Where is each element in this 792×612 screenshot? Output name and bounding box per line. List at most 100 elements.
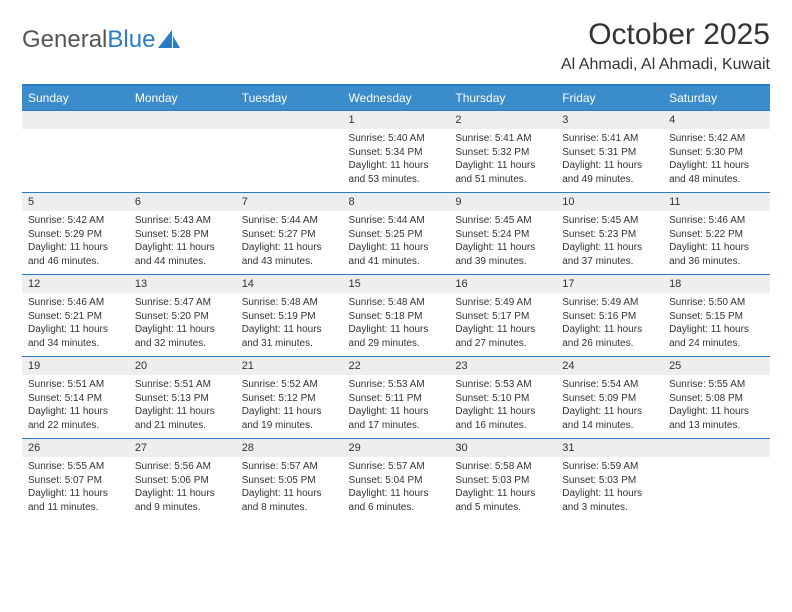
daylight-text: Daylight: 11 hours and 26 minutes. <box>562 323 657 350</box>
daylight-text: Daylight: 11 hours and 36 minutes. <box>669 241 764 268</box>
day-number: 8 <box>343 193 450 212</box>
daylight-text: Daylight: 11 hours and 3 minutes. <box>562 487 657 514</box>
day-number: 4 <box>663 111 770 130</box>
day-cell: Sunrise: 5:51 AMSunset: 5:14 PMDaylight:… <box>22 375 129 439</box>
day-cell: Sunrise: 5:54 AMSunset: 5:09 PMDaylight:… <box>556 375 663 439</box>
sunset-text: Sunset: 5:20 PM <box>135 310 230 324</box>
day-number: 1 <box>343 111 450 130</box>
day-cell: Sunrise: 5:49 AMSunset: 5:16 PMDaylight:… <box>556 293 663 357</box>
sunset-text: Sunset: 5:16 PM <box>562 310 657 324</box>
day-cell: Sunrise: 5:47 AMSunset: 5:20 PMDaylight:… <box>129 293 236 357</box>
sunrise-text: Sunrise: 5:42 AM <box>28 214 123 228</box>
day-cell: Sunrise: 5:57 AMSunset: 5:05 PMDaylight:… <box>236 457 343 520</box>
day-number: 29 <box>343 439 450 458</box>
logo-sail-icon <box>158 30 180 48</box>
day-cell <box>663 457 770 520</box>
daylight-text: Daylight: 11 hours and 9 minutes. <box>135 487 230 514</box>
logo-text-blue: Blue <box>107 26 155 54</box>
daylight-text: Daylight: 11 hours and 43 minutes. <box>242 241 337 268</box>
daylight-text: Daylight: 11 hours and 34 minutes. <box>28 323 123 350</box>
sunrise-text: Sunrise: 5:50 AM <box>669 296 764 310</box>
day-number: 30 <box>449 439 556 458</box>
sunset-text: Sunset: 5:09 PM <box>562 392 657 406</box>
day-number: 14 <box>236 275 343 294</box>
sunrise-text: Sunrise: 5:51 AM <box>135 378 230 392</box>
daylight-text: Daylight: 11 hours and 51 minutes. <box>455 159 550 186</box>
sunset-text: Sunset: 5:31 PM <box>562 146 657 160</box>
sunset-text: Sunset: 5:28 PM <box>135 228 230 242</box>
day-cell: Sunrise: 5:43 AMSunset: 5:28 PMDaylight:… <box>129 211 236 275</box>
sunrise-text: Sunrise: 5:53 AM <box>349 378 444 392</box>
sunrise-text: Sunrise: 5:41 AM <box>562 132 657 146</box>
daylight-text: Daylight: 11 hours and 22 minutes. <box>28 405 123 432</box>
location: Al Ahmadi, Al Ahmadi, Kuwait <box>561 56 770 74</box>
sunrise-text: Sunrise: 5:48 AM <box>242 296 337 310</box>
day-number: 28 <box>236 439 343 458</box>
day-cell: Sunrise: 5:45 AMSunset: 5:24 PMDaylight:… <box>449 211 556 275</box>
content-row: Sunrise: 5:42 AMSunset: 5:29 PMDaylight:… <box>22 211 770 275</box>
sunrise-text: Sunrise: 5:54 AM <box>562 378 657 392</box>
daylight-text: Daylight: 11 hours and 49 minutes. <box>562 159 657 186</box>
day-cell: Sunrise: 5:46 AMSunset: 5:21 PMDaylight:… <box>22 293 129 357</box>
daynum-row: 19202122232425 <box>22 357 770 376</box>
content-row: Sunrise: 5:46 AMSunset: 5:21 PMDaylight:… <box>22 293 770 357</box>
sunset-text: Sunset: 5:03 PM <box>455 474 550 488</box>
day-cell: Sunrise: 5:53 AMSunset: 5:11 PMDaylight:… <box>343 375 450 439</box>
day-number <box>663 439 770 458</box>
day-cell: Sunrise: 5:50 AMSunset: 5:15 PMDaylight:… <box>663 293 770 357</box>
day-cell: Sunrise: 5:48 AMSunset: 5:18 PMDaylight:… <box>343 293 450 357</box>
day-cell <box>22 129 129 193</box>
day-header: Tuesday <box>236 85 343 111</box>
daylight-text: Daylight: 11 hours and 44 minutes. <box>135 241 230 268</box>
daylight-text: Daylight: 11 hours and 46 minutes. <box>28 241 123 268</box>
day-number <box>22 111 129 130</box>
sunset-text: Sunset: 5:23 PM <box>562 228 657 242</box>
logo-text-gray: General <box>22 26 107 54</box>
day-header: Monday <box>129 85 236 111</box>
day-cell: Sunrise: 5:55 AMSunset: 5:08 PMDaylight:… <box>663 375 770 439</box>
sunrise-text: Sunrise: 5:43 AM <box>135 214 230 228</box>
day-cell: Sunrise: 5:48 AMSunset: 5:19 PMDaylight:… <box>236 293 343 357</box>
sunrise-text: Sunrise: 5:53 AM <box>455 378 550 392</box>
day-number: 3 <box>556 111 663 130</box>
day-cell: Sunrise: 5:52 AMSunset: 5:12 PMDaylight:… <box>236 375 343 439</box>
day-number <box>236 111 343 130</box>
day-cell <box>129 129 236 193</box>
sunrise-text: Sunrise: 5:44 AM <box>349 214 444 228</box>
daylight-text: Daylight: 11 hours and 37 minutes. <box>562 241 657 268</box>
sunset-text: Sunset: 5:24 PM <box>455 228 550 242</box>
day-number: 11 <box>663 193 770 212</box>
day-number: 2 <box>449 111 556 130</box>
sunrise-text: Sunrise: 5:47 AM <box>135 296 230 310</box>
day-number: 9 <box>449 193 556 212</box>
day-header: Thursday <box>449 85 556 111</box>
day-cell: Sunrise: 5:57 AMSunset: 5:04 PMDaylight:… <box>343 457 450 520</box>
sunset-text: Sunset: 5:07 PM <box>28 474 123 488</box>
day-number: 13 <box>129 275 236 294</box>
day-number <box>129 111 236 130</box>
daylight-text: Daylight: 11 hours and 31 minutes. <box>242 323 337 350</box>
sunset-text: Sunset: 5:11 PM <box>349 392 444 406</box>
day-header: Saturday <box>663 85 770 111</box>
day-cell: Sunrise: 5:41 AMSunset: 5:32 PMDaylight:… <box>449 129 556 193</box>
day-cell: Sunrise: 5:49 AMSunset: 5:17 PMDaylight:… <box>449 293 556 357</box>
day-header-row: Sunday Monday Tuesday Wednesday Thursday… <box>22 85 770 111</box>
day-cell: Sunrise: 5:42 AMSunset: 5:30 PMDaylight:… <box>663 129 770 193</box>
sunrise-text: Sunrise: 5:49 AM <box>562 296 657 310</box>
day-number: 12 <box>22 275 129 294</box>
content-row: Sunrise: 5:40 AMSunset: 5:34 PMDaylight:… <box>22 129 770 193</box>
day-header: Friday <box>556 85 663 111</box>
daynum-row: 262728293031 <box>22 439 770 458</box>
content-row: Sunrise: 5:55 AMSunset: 5:07 PM Daylight:… <box>22 457 770 520</box>
sunrise-text: Sunrise: 5:48 AM <box>349 296 444 310</box>
sunset-text: Sunset: 5:06 PM <box>135 474 230 488</box>
day-cell: Sunrise: 5:55 AMSunset: 5:07 PMDaylight:… <box>22 457 129 520</box>
sunset-text: Sunset: 5:19 PM <box>242 310 337 324</box>
daylight-text: Daylight: 11 hours and 39 minutes. <box>455 241 550 268</box>
daynum-row: 12131415161718 <box>22 275 770 294</box>
sunrise-text: Sunrise: 5:55 AM <box>28 460 123 474</box>
day-cell: Sunrise: 5:42 AMSunset: 5:29 PMDaylight:… <box>22 211 129 275</box>
day-cell: Sunrise: 5:51 AMSunset: 5:13 PMDaylight:… <box>129 375 236 439</box>
daylight-text: Daylight: 11 hours and 13 minutes. <box>669 405 764 432</box>
daylight-text: Daylight: 11 hours and 14 minutes. <box>562 405 657 432</box>
